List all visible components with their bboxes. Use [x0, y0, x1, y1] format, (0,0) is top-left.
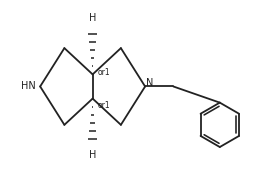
Text: or1: or1: [97, 68, 110, 77]
Text: or1: or1: [97, 101, 110, 110]
Text: H: H: [89, 13, 96, 23]
Text: H: H: [89, 150, 96, 160]
Text: N: N: [146, 78, 153, 88]
Text: HN: HN: [21, 82, 36, 91]
